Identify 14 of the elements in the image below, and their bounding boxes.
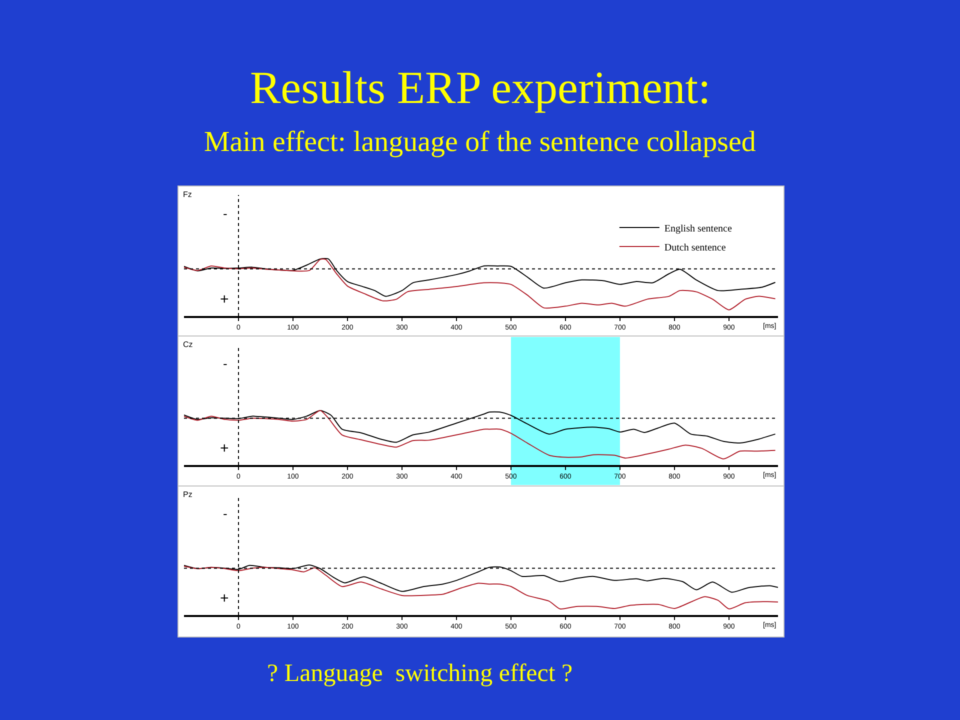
text: - <box>223 506 228 521</box>
annotation: + <box>220 291 229 308</box>
annotation: + <box>220 590 229 607</box>
text: Cz <box>183 340 193 349</box>
text: Fz <box>183 190 192 199</box>
legend-label: English sentence <box>664 223 732 234</box>
annotation: + <box>220 440 229 457</box>
chart-title: Results ERP experiment: <box>250 62 711 113</box>
text: - <box>223 356 228 371</box>
text: ? Language switching effect ? <box>267 660 573 687</box>
text: Pz <box>183 490 192 499</box>
legend-label: Dutch sentence <box>664 242 726 254</box>
chart-subtitle: Main effect: language of the sentence collapsed <box>204 126 756 158</box>
text: - <box>223 206 228 221</box>
